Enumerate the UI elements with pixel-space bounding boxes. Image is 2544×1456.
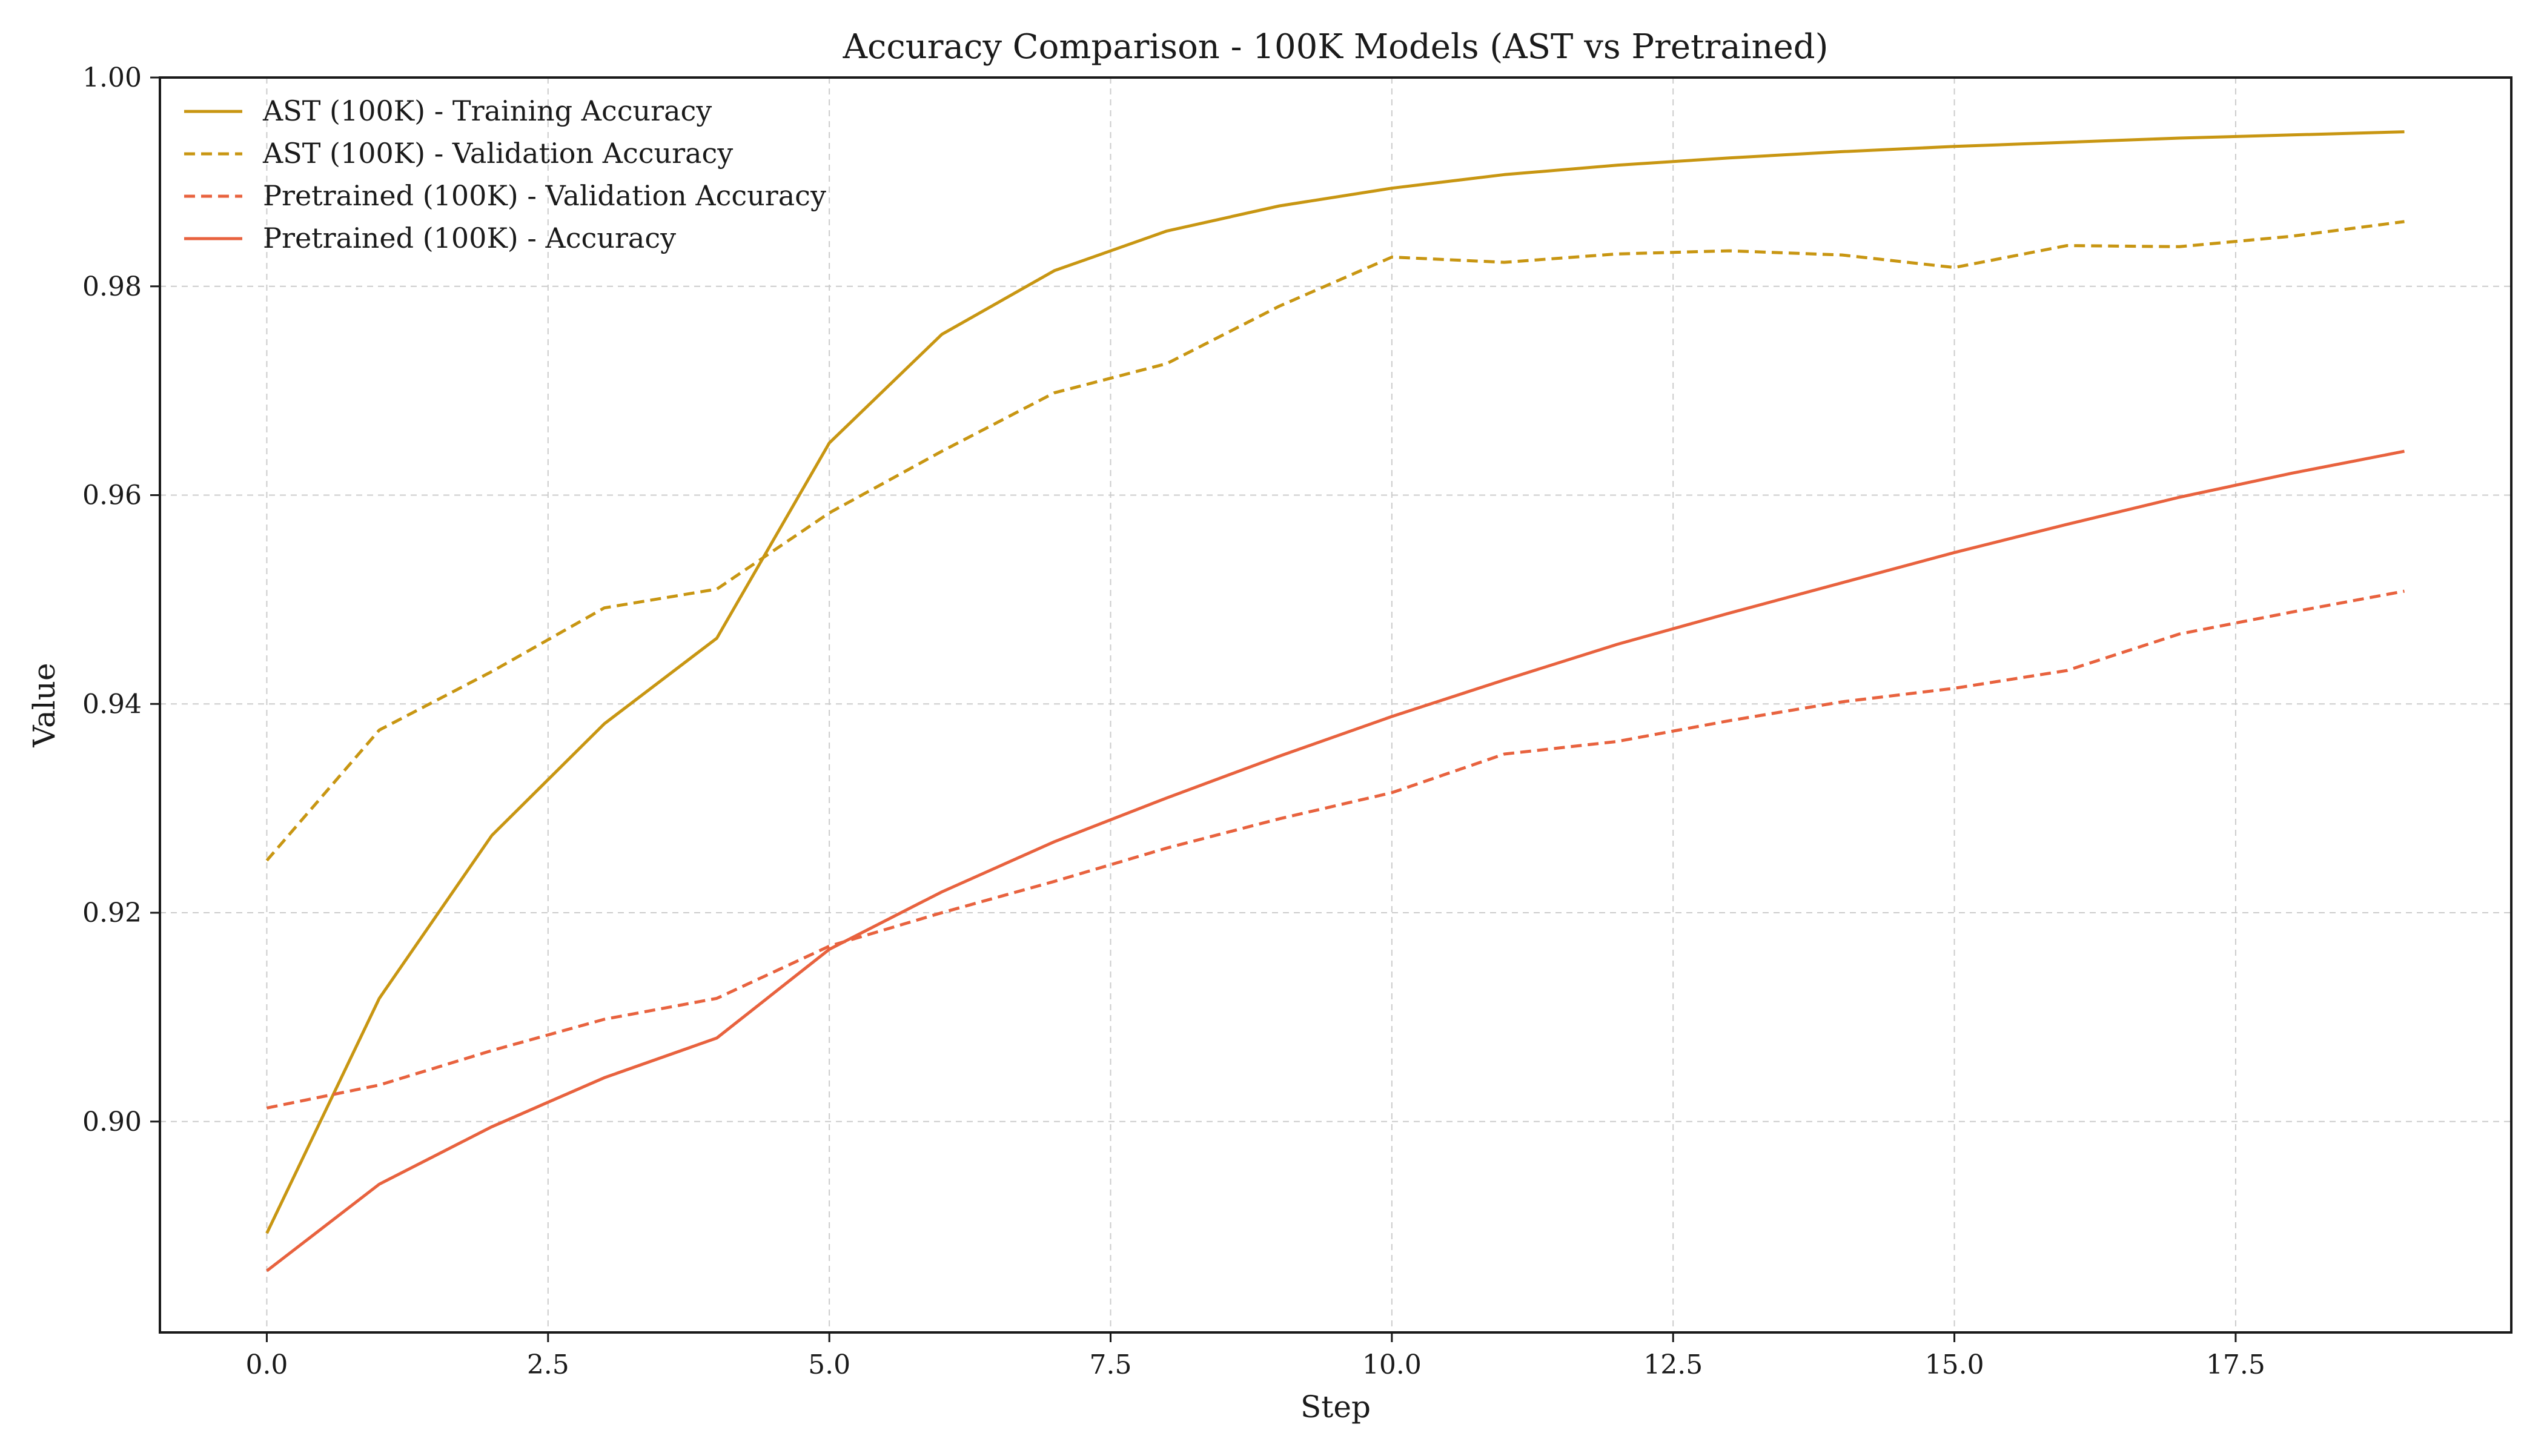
legend-label-2: AST (100K) - Validation Accuracy bbox=[262, 137, 733, 170]
legend-label-3: Pretrained (100K) - Validation Accuracy bbox=[263, 179, 826, 212]
x-tick-label: 15.0 bbox=[1925, 1349, 1984, 1380]
y-tick-label: 1.00 bbox=[82, 62, 142, 93]
y-tick-label: 0.90 bbox=[82, 1107, 142, 1137]
series-line-1 bbox=[265, 130, 2405, 1234]
legend-label-1: AST (100K) - Training Accuracy bbox=[262, 94, 712, 127]
y-axis-label: Value bbox=[27, 663, 62, 747]
legend: AST (100K) - Training Accuracy AST (100K)… bbox=[184, 94, 826, 254]
series-layer bbox=[265, 130, 2405, 1272]
grid-layer bbox=[160, 77, 2511, 1332]
x-tick-label: 7.5 bbox=[1090, 1349, 1132, 1380]
x-tick-label: 12.5 bbox=[1643, 1349, 1703, 1380]
y-tick-label: 0.94 bbox=[82, 689, 142, 720]
legend-label-4: Pretrained (100K) - Accuracy bbox=[263, 222, 676, 254]
series-line-4 bbox=[265, 449, 2405, 1272]
x-tick-label: 5.0 bbox=[808, 1349, 850, 1380]
y-tick-label: 0.96 bbox=[82, 480, 142, 511]
x-tick-label: 17.5 bbox=[2206, 1349, 2265, 1380]
series-line-2 bbox=[265, 220, 2405, 862]
x-tick-label: 0.0 bbox=[245, 1349, 288, 1380]
y-tick-label: 0.92 bbox=[82, 898, 142, 928]
x-axis-label: Step bbox=[1300, 1389, 1371, 1425]
tick-layer: 0.0 2.5 5.0 7.5 10.0 12.5 15.0 17.5 0.90 0.92 0.94… bbox=[82, 62, 2265, 1380]
x-tick-label: 2.5 bbox=[527, 1349, 569, 1380]
y-tick-label: 0.98 bbox=[82, 271, 142, 302]
series-line-3 bbox=[267, 589, 2405, 1110]
plot-frame bbox=[159, 76, 2513, 1334]
chart-title: Accuracy Comparison - 100K Models (AST v… bbox=[843, 27, 1829, 67]
x-tick-label: 10.0 bbox=[1362, 1349, 1422, 1380]
